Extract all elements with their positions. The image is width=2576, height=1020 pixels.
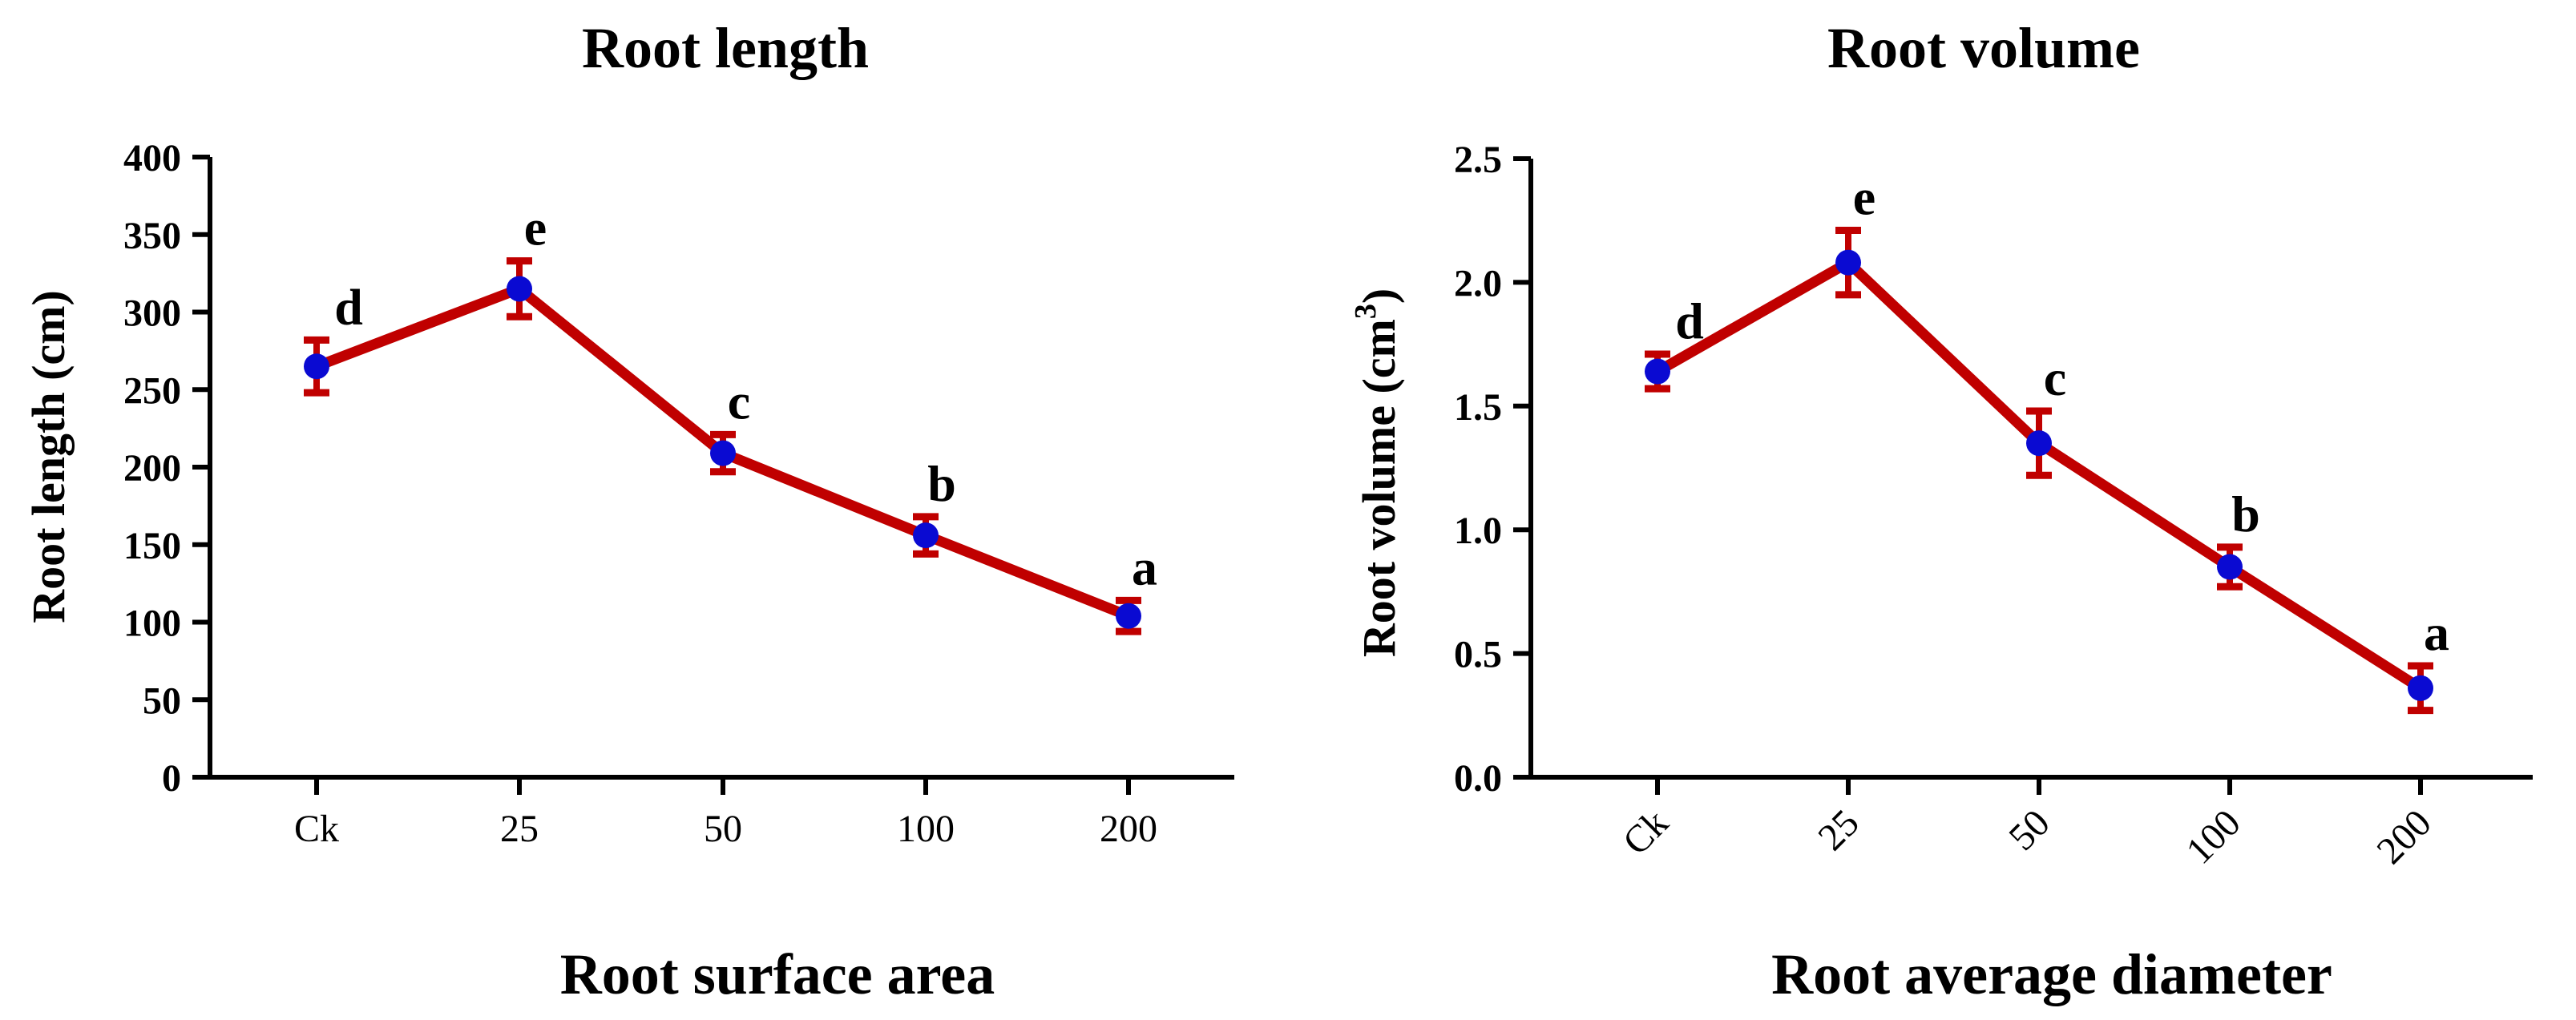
y-tick-label: 0.0 <box>1454 757 1502 800</box>
y-tick-label: 1.5 <box>1454 386 1502 429</box>
root-length-chart: Root length Root surface area Root lengt… <box>22 16 1234 1006</box>
y-tick-label: 300 <box>123 292 181 335</box>
y-tick-label: 2.5 <box>1454 139 1502 181</box>
data-point <box>710 440 736 466</box>
chart-title: Root volume <box>1827 16 2140 80</box>
data-point <box>2217 554 2243 580</box>
y-ticks: 0 50 100 150 200 250 300 350 400 <box>123 137 210 800</box>
y-tick-label: 0 <box>162 757 181 800</box>
data-series: d e c b a <box>1645 169 2449 715</box>
significance-letter: c <box>728 373 750 429</box>
data-point <box>913 522 939 549</box>
x-tick-label: 50 <box>2001 801 2057 858</box>
significance-letter: b <box>927 455 956 512</box>
x-tick-label: 100 <box>897 808 955 850</box>
significance-letter: a <box>1132 538 1157 595</box>
x-tick-label: 25 <box>500 808 539 850</box>
data-series: d e c b a <box>304 200 1157 635</box>
y-tick-label: 250 <box>123 369 181 412</box>
data-point <box>2408 675 2433 701</box>
x-ticks: Ck 25 50 100 200 <box>1615 777 2440 873</box>
data-point <box>1835 249 1861 276</box>
x-tick-label: 200 <box>2368 801 2439 872</box>
data-point <box>304 353 329 380</box>
y-tick-label: 400 <box>123 137 181 179</box>
data-point <box>507 276 532 302</box>
x-tick-label: 25 <box>1810 801 1867 858</box>
axes <box>1528 159 2533 780</box>
x-axis-title: Root surface area <box>560 942 995 1006</box>
y-tick-label: 0.5 <box>1454 634 1502 676</box>
y-tick-label: 1.0 <box>1454 510 1502 552</box>
y-axis-title: Root volume (cm3) <box>1349 288 1405 657</box>
significance-letter: a <box>2424 604 2449 661</box>
y-tick-label: 350 <box>123 215 181 257</box>
y-ticks: 0.0 0.5 1.0 1.5 2.0 2.5 <box>1454 139 1531 800</box>
x-tick-label: 50 <box>704 808 742 850</box>
y-tick-label: 150 <box>123 525 181 567</box>
significance-letter: c <box>2044 349 2066 406</box>
x-tick-label: 100 <box>2178 801 2248 872</box>
x-axis-title: Root average diameter <box>1771 942 2332 1006</box>
axes <box>208 157 1234 780</box>
y-axis-title-sup: 3 <box>1349 304 1383 319</box>
significance-letter: d <box>1675 292 1704 349</box>
y-tick-label: 50 <box>143 679 181 722</box>
y-tick-label: 200 <box>123 447 181 490</box>
y-tick-label: 100 <box>123 603 181 645</box>
data-point <box>2026 430 2052 457</box>
x-ticks: Ck 25 50 100 200 <box>294 777 1157 850</box>
y-axis-title: Root length (cm) <box>22 290 75 623</box>
root-volume-chart: Root volume Root average diameter Root v… <box>1349 16 2533 1006</box>
y-axis-title-main: Root volume (cm <box>1353 319 1405 657</box>
significance-letter: b <box>2231 486 2260 542</box>
significance-letter: e <box>524 200 547 256</box>
x-tick-label: Ck <box>1615 801 1677 863</box>
data-point <box>1645 358 1670 385</box>
significance-letter: d <box>334 278 363 335</box>
chart-title: Root length <box>582 16 869 80</box>
data-point <box>1116 603 1141 629</box>
y-axis-title-end: ) <box>1353 288 1405 304</box>
x-tick-label: 200 <box>1100 808 1157 850</box>
significance-letter: e <box>1853 169 1875 226</box>
x-tick-label: Ck <box>294 808 339 850</box>
y-tick-label: 2.0 <box>1454 262 1502 304</box>
